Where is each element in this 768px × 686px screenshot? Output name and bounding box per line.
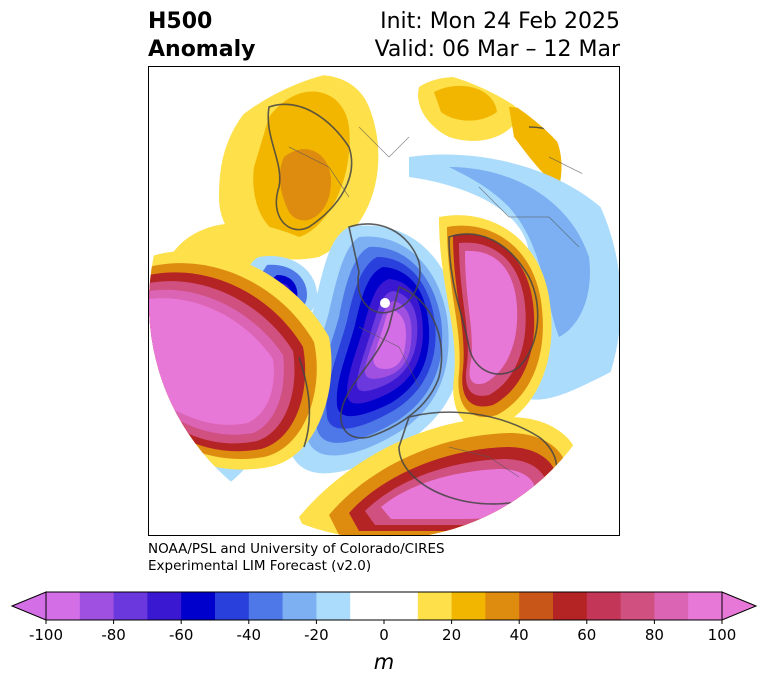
- credit-line2: Experimental LIM Forecast (v2.0): [148, 558, 372, 574]
- colorbar-cell: [519, 592, 554, 620]
- colorbar-unit: m: [373, 650, 395, 674]
- valid-range: Valid: 06 Mar – 12 Mar: [374, 37, 620, 62]
- colorbar-tick-label: 20: [442, 626, 462, 644]
- colorbar-cell: [384, 592, 419, 620]
- colorbar-cell: [586, 592, 622, 620]
- colorbar-tick-label: -100: [28, 626, 64, 644]
- colorbar-cell: [181, 592, 216, 620]
- colorbar-tick-label: 60: [577, 626, 597, 644]
- colorbar-cell: [654, 592, 689, 620]
- colorbar-cell: [316, 592, 351, 620]
- colorbar-cell: [485, 592, 520, 620]
- colorbar-cell: [113, 592, 148, 620]
- colorbar-cell: [553, 592, 588, 620]
- colorbar-tick-label: 0: [379, 626, 389, 644]
- title-left: H500 Anomaly: [148, 8, 255, 64]
- colorbar-tick-label: -80: [101, 626, 126, 644]
- positive-anomaly-pacific: [149, 250, 332, 470]
- colorbar-cell: [451, 592, 486, 620]
- colorbar-cell: [147, 592, 182, 620]
- anomaly-field: [149, 74, 619, 535]
- title-anomaly: Anomaly: [148, 37, 256, 62]
- colorbar-cell: [350, 592, 385, 620]
- colorbar-cell: [620, 592, 655, 620]
- credit-line1: NOAA/PSL and University of Colorado/CIRE…: [148, 541, 445, 557]
- colorbar-tick-label: 80: [644, 626, 664, 644]
- colorbar-cell: [248, 592, 284, 620]
- north-pole-marker: [380, 298, 390, 308]
- colorbar-extend-low: [10, 591, 47, 621]
- colorbar-tick-label: 100: [707, 626, 737, 644]
- colorbar-cells: [46, 592, 723, 620]
- title-variable: H500: [148, 9, 213, 34]
- colorbar-cell: [215, 592, 250, 620]
- colorbar-tick-label: -60: [168, 626, 194, 644]
- colorbar-tick-label: 40: [509, 626, 529, 644]
- colorbar-tick-label: -20: [304, 626, 329, 644]
- colorbar: [10, 591, 758, 624]
- map-canvas: [149, 74, 619, 535]
- colorbar-cell: [282, 592, 317, 620]
- init-date: Init: Mon 24 Feb 2025: [380, 9, 620, 34]
- title-right: Init: Mon 24 Feb 2025 Valid: 06 Mar – 12…: [375, 8, 620, 64]
- colorbar-cell: [79, 592, 115, 620]
- colorbar-tick-labels: -100 -80 -60 -40 -20 0 20 40 60 80 100: [0, 626, 768, 646]
- credit: NOAA/PSL and University of Colorado/CIRE…: [148, 541, 445, 575]
- colorbar-ticks: [45, 620, 723, 624]
- colorbar-cell: [46, 592, 81, 620]
- anomaly-map: [148, 66, 620, 536]
- colorbar-cell: [417, 592, 453, 620]
- colorbar-cell: [688, 592, 723, 620]
- colorbar-tick-label: -40: [236, 626, 262, 644]
- colorbar-extend-high: [721, 591, 758, 621]
